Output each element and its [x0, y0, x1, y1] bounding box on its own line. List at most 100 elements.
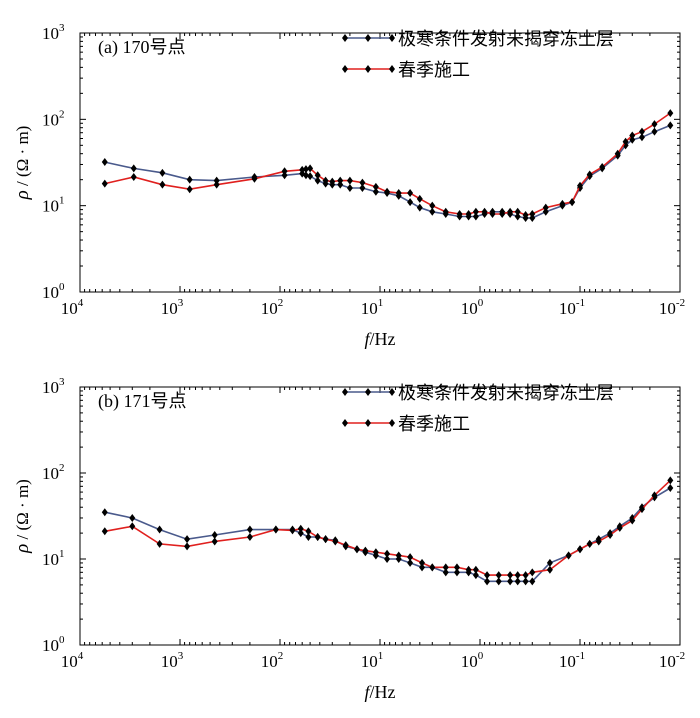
data-point-2 — [297, 524, 304, 533]
data-point-2 — [507, 207, 514, 216]
data-point-2 — [542, 203, 549, 212]
data-point-1 — [346, 184, 353, 193]
data-point-2 — [495, 571, 502, 580]
data-point-2 — [472, 207, 479, 216]
x-tick-label: 100 — [461, 297, 484, 318]
data-point-1 — [359, 184, 366, 193]
data-point-1 — [372, 187, 379, 196]
data-point-1 — [246, 525, 253, 534]
data-point-2 — [353, 545, 360, 554]
data-point-2 — [419, 558, 426, 567]
data-point-2 — [651, 491, 658, 500]
data-point-2 — [342, 541, 349, 550]
data-point-2 — [577, 545, 583, 554]
data-point-2 — [314, 171, 321, 180]
series-line-1 — [104, 487, 671, 583]
plot-frame — [79, 32, 681, 293]
legend-marker — [389, 34, 395, 42]
data-point-2 — [489, 210, 496, 219]
y-tick-label: 101 — [42, 548, 65, 569]
x-tick-label: 100 — [461, 650, 484, 671]
data-point-1 — [453, 568, 460, 577]
data-point-1 — [529, 577, 536, 586]
panel-title: (b) 171号点 — [98, 391, 187, 412]
x-tick-label: 101 — [361, 650, 384, 671]
data-point-2 — [101, 179, 108, 188]
data-point-2 — [429, 201, 436, 210]
data-point-1 — [307, 172, 314, 181]
data-point-2 — [595, 537, 602, 546]
y-tick-label: 101 — [42, 195, 65, 216]
legend-label-2: 春季施工 — [398, 414, 470, 434]
data-point-2 — [407, 553, 414, 562]
data-point-1 — [419, 563, 426, 572]
data-point-1 — [297, 529, 304, 538]
x-tick-label: 10-2 — [659, 297, 685, 318]
legend-marker — [389, 419, 395, 427]
y-tick-label: 100 — [42, 281, 65, 302]
data-point-1 — [507, 577, 514, 586]
x-tick-label: 101 — [361, 297, 384, 318]
data-point-1 — [546, 558, 553, 567]
legend-label-1: 极寒条件发射未揭穿冻土层 — [398, 383, 614, 403]
x-tick-label: 103 — [161, 297, 184, 318]
data-point-2 — [622, 137, 629, 146]
legend-marker — [342, 388, 348, 396]
data-point-1 — [638, 133, 645, 142]
data-point-1 — [484, 577, 491, 586]
data-point-2 — [529, 568, 536, 577]
data-point-2 — [629, 516, 636, 525]
data-point-2 — [546, 565, 553, 574]
data-point-1 — [429, 207, 436, 216]
data-point-2 — [305, 527, 312, 536]
data-point-2 — [586, 539, 593, 548]
data-point-2 — [395, 551, 402, 560]
data-point-2 — [614, 149, 621, 158]
chart-panel-a: 104 103 102 101 100 10-1 10-2 100 101 102 103 f/Hz ρ… — [12, 22, 685, 349]
data-point-2 — [629, 131, 636, 140]
legend-label-2: 春季施工 — [398, 60, 470, 80]
x-tick-label: 103 — [161, 650, 184, 671]
x-tick-label: 102 — [261, 650, 284, 671]
plot-frame — [79, 386, 681, 646]
data-point-2 — [607, 531, 614, 540]
data-point-2 — [465, 210, 472, 219]
data-point-1 — [407, 558, 414, 567]
y-tick-label: 100 — [42, 634, 65, 655]
data-point-2 — [481, 207, 488, 216]
panel-title: (a) 170号点 — [98, 37, 185, 58]
data-point-2 — [372, 548, 379, 557]
y-axis-title: ρ / (Ω · m) — [12, 479, 33, 554]
data-point-1 — [305, 533, 312, 542]
data-point-1 — [514, 577, 521, 586]
y-tick-label: 102 — [42, 108, 65, 129]
data-point-2 — [299, 165, 306, 174]
data-point-2 — [514, 571, 521, 580]
x-axis-title: f/Hz — [364, 329, 395, 349]
chart-panel-b: 104 103 102 101 100 10-1 10-2 100 101 102 103 f/Hz ρ… — [12, 376, 685, 702]
series-line-2 — [104, 112, 671, 216]
data-point-2 — [522, 571, 529, 580]
data-point-2 — [129, 522, 136, 531]
data-point-2 — [484, 571, 491, 580]
data-point-1 — [186, 175, 193, 184]
data-point-1 — [514, 212, 521, 221]
data-point-2 — [384, 549, 391, 558]
data-point-2 — [522, 210, 529, 219]
data-point-1 — [184, 535, 191, 544]
data-point-1 — [314, 176, 321, 185]
data-point-2 — [651, 120, 658, 129]
y-tick-label: 102 — [42, 462, 65, 483]
data-point-2 — [407, 189, 414, 198]
data-point-2 — [307, 164, 314, 173]
x-tick-label: 10-1 — [559, 650, 585, 671]
data-point-1 — [156, 525, 163, 534]
data-point-2 — [272, 525, 279, 534]
data-point-2 — [456, 210, 463, 219]
data-point-1 — [384, 555, 391, 563]
data-point-1 — [211, 531, 218, 540]
data-point-1 — [302, 171, 309, 180]
data-point-2 — [499, 210, 506, 219]
